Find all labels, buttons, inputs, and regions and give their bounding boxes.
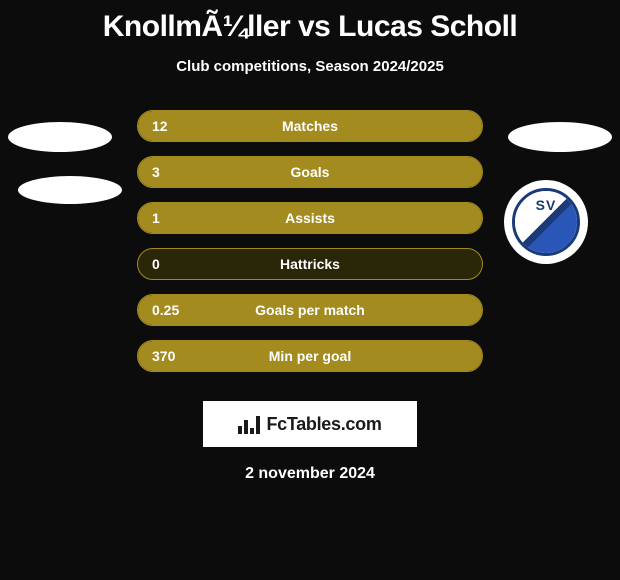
- fctables-watermark: FcTables.com: [203, 401, 417, 447]
- stat-label: Assists: [138, 210, 482, 226]
- stat-pill: 12 Matches: [137, 110, 483, 142]
- date-label: 2 november 2024: [0, 465, 620, 483]
- stat-pill: 0 Hattricks: [137, 248, 483, 280]
- club-badge-inner: SV: [512, 188, 580, 256]
- player-placeholder-left-2: [18, 176, 122, 204]
- stat-pill: 1 Assists: [137, 202, 483, 234]
- stat-label: Goals: [138, 164, 482, 180]
- club-badge-letters: SV: [515, 197, 577, 213]
- stat-row-mpg: 370 Min per goal: [0, 333, 620, 379]
- club-badge: SV: [504, 180, 588, 264]
- page-title: KnollmÃ¼ller vs Lucas Scholl: [0, 0, 620, 44]
- stat-label: Hattricks: [138, 256, 482, 272]
- fctables-text: FcTables.com: [266, 414, 381, 435]
- stat-label: Matches: [138, 118, 482, 134]
- player-placeholder-right: [508, 122, 612, 152]
- stat-pill: 370 Min per goal: [137, 340, 483, 372]
- stat-pill: 3 Goals: [137, 156, 483, 188]
- bar-chart-icon: [238, 414, 260, 434]
- stat-pill: 0.25 Goals per match: [137, 294, 483, 326]
- stat-label: Min per goal: [138, 348, 482, 364]
- subtitle: Club competitions, Season 2024/2025: [0, 58, 620, 75]
- stat-row-gpm: 0.25 Goals per match: [0, 287, 620, 333]
- player-placeholder-left-1: [8, 122, 112, 152]
- stat-label: Goals per match: [138, 302, 482, 318]
